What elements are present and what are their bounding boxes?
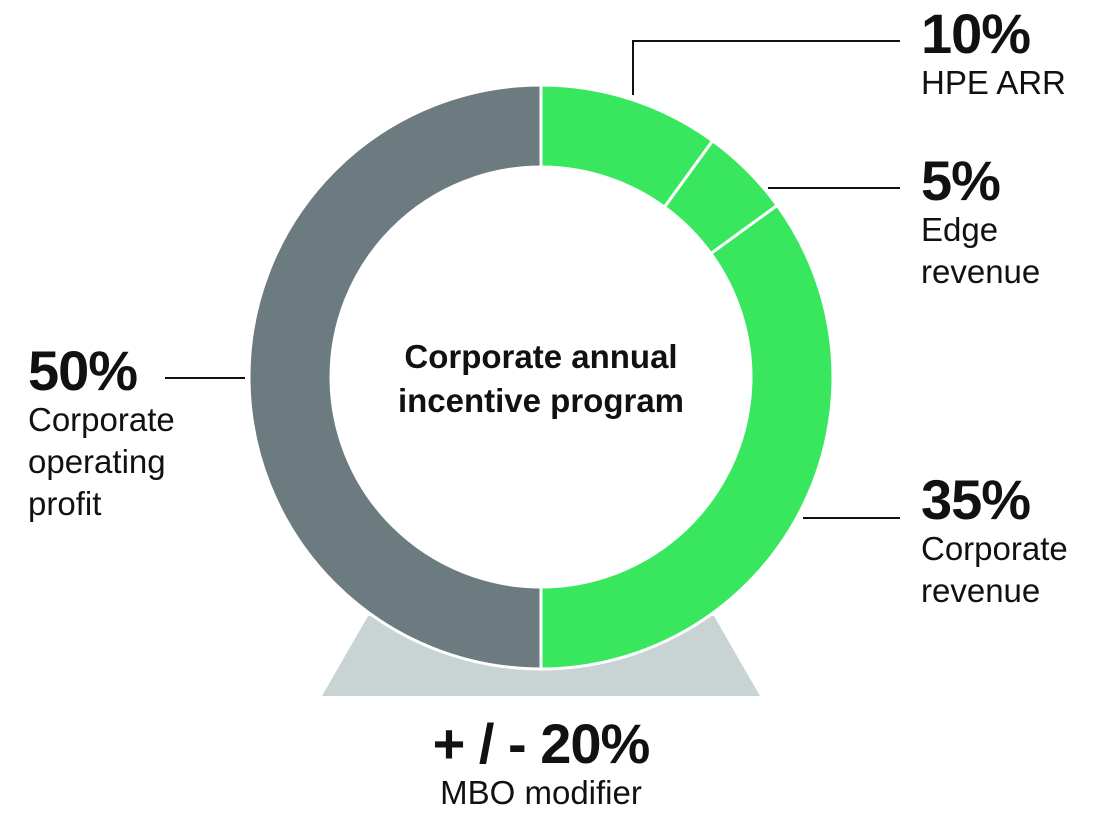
label-hpe-arr-pct: 10% [921, 2, 1031, 65]
label-corporate-revenue: 35% Corporate revenue [921, 472, 1068, 612]
leader-lines [165, 40, 900, 519]
label-edge-revenue: 5% Edge revenue [921, 153, 1040, 293]
label-corp-op-line3: profit [28, 485, 102, 522]
label-mbo-modifier: + / - 20% MBO modifier [341, 716, 741, 814]
label-edge-line2: revenue [921, 253, 1041, 290]
donut-slices [247, 83, 835, 671]
label-hpe-arr: 10% HPE ARR [921, 6, 1066, 104]
label-mbo-name: MBO modifier [440, 774, 642, 811]
label-mbo-pct: + / - 20% [432, 712, 651, 775]
leader-line-hpe-arr [632, 40, 900, 95]
label-hpe-arr-name: HPE ARR [921, 64, 1066, 101]
label-corp-rev-pct: 35% [921, 468, 1031, 531]
center-title-line1: Corporate annual [404, 338, 678, 375]
label-corp-op-pct: 50% [28, 339, 138, 402]
chart-center-title: Corporate annual incentive program [341, 335, 741, 423]
label-corporate-operating-profit: 50% Corporate operating profit [28, 343, 175, 525]
center-title-line2: incentive program [397, 382, 685, 419]
donut-slice-corporate-operating-profit [247, 83, 543, 671]
donut-slice-corporate-revenue [539, 203, 835, 671]
label-corp-rev-line2: revenue [921, 572, 1041, 609]
label-corp-op-line1: Corporate [28, 401, 175, 438]
label-edge-pct: 5% [921, 149, 1001, 212]
label-corp-op-line2: operating [28, 443, 166, 480]
label-edge-line1: Edge [921, 211, 999, 248]
label-corp-rev-line1: Corporate [921, 530, 1068, 567]
